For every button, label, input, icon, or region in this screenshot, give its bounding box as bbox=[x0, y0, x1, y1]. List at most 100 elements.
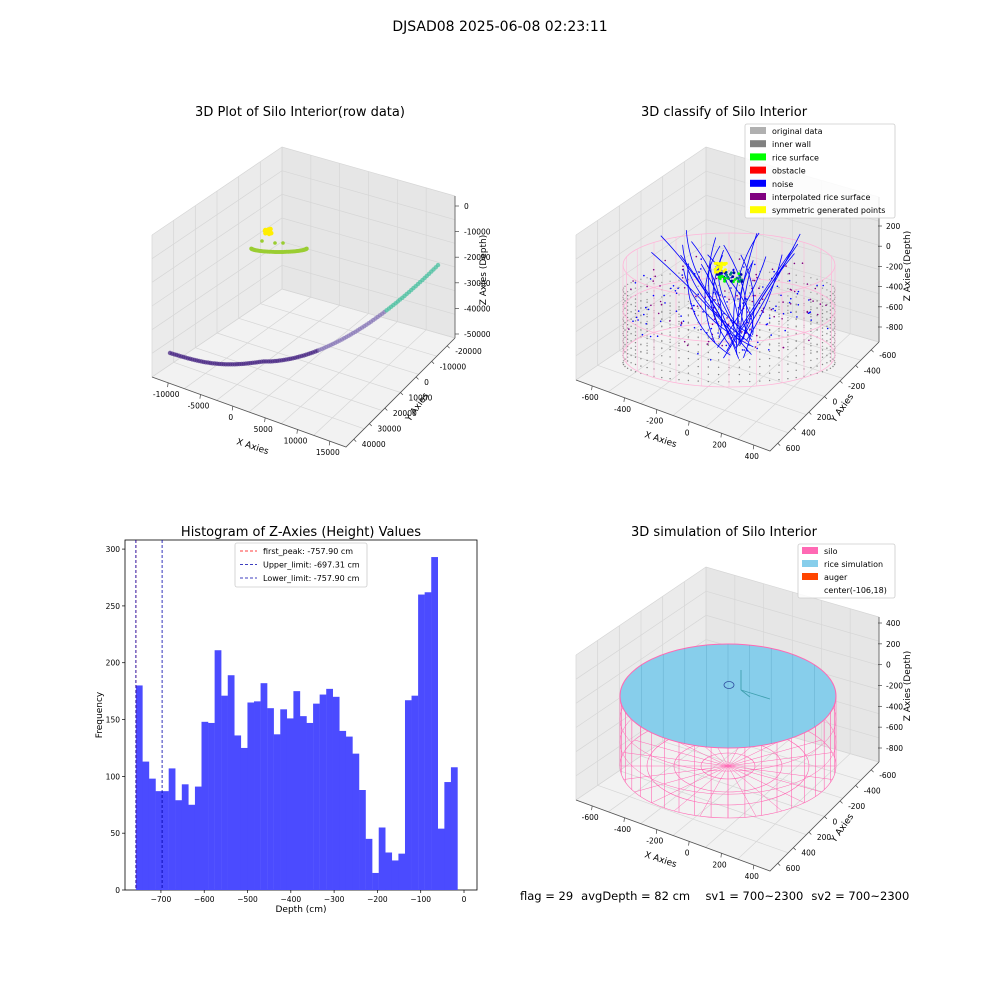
wall-point bbox=[749, 292, 751, 294]
wall-point bbox=[787, 348, 789, 351]
wall-point bbox=[634, 334, 637, 337]
wall-point bbox=[795, 339, 797, 342]
wall-point bbox=[768, 365, 771, 367]
wall-point bbox=[738, 366, 741, 368]
noise-point bbox=[741, 331, 743, 333]
panel-simulation-z-tick-label: -400 bbox=[886, 702, 903, 711]
noise-point bbox=[628, 328, 630, 330]
wall-point bbox=[810, 277, 812, 279]
legend-label: Lower_limit: -757.90 cm bbox=[263, 574, 360, 583]
panel-simulation-z-tick-label: 0 bbox=[886, 661, 891, 670]
histogram-xlabel: Depth (cm) bbox=[275, 905, 326, 915]
symmetric-point bbox=[716, 265, 719, 269]
wall-point bbox=[646, 308, 648, 311]
histogram-bar bbox=[181, 784, 189, 890]
wall-point bbox=[678, 294, 680, 296]
noise-point bbox=[756, 347, 758, 350]
wall-point bbox=[778, 323, 780, 325]
wall-point bbox=[678, 349, 680, 352]
legend-label: first_peak: -757.90 cm bbox=[263, 547, 353, 556]
wall-point bbox=[810, 342, 812, 344]
wall-point bbox=[810, 352, 812, 354]
histogram-y-tick-label: 200 bbox=[106, 659, 121, 668]
histogram-bar bbox=[378, 827, 386, 890]
wall-point bbox=[826, 369, 828, 371]
wall-point bbox=[829, 331, 832, 333]
noise-point bbox=[771, 268, 774, 271]
wall-point bbox=[640, 300, 642, 302]
wall-point bbox=[630, 311, 632, 313]
wall-point bbox=[634, 316, 637, 318]
noise-point bbox=[714, 299, 716, 301]
wall-point bbox=[832, 292, 834, 295]
panel-raw-y-tick-label: 30000 bbox=[377, 425, 401, 434]
legend-label: original data bbox=[772, 127, 823, 136]
histogram-bar bbox=[313, 703, 320, 890]
noise-point bbox=[768, 349, 770, 351]
wall-point bbox=[826, 289, 828, 291]
panel-raw-xlabel: X Axies bbox=[235, 437, 270, 457]
noise-point bbox=[781, 318, 783, 320]
histogram-bar bbox=[148, 778, 156, 890]
noise-trace bbox=[739, 262, 753, 341]
wall-point bbox=[661, 296, 663, 298]
wall-point bbox=[678, 345, 680, 347]
avg-depth-value: avgDepth = 82 cm bbox=[581, 889, 691, 903]
figure-suptitle: DJSAD08 2025-06-08 02:23:11 bbox=[392, 19, 607, 35]
wall-point bbox=[687, 315, 690, 317]
wall-point bbox=[669, 331, 671, 333]
wall-point bbox=[622, 363, 625, 366]
rice-surface-point bbox=[738, 275, 742, 279]
wall-point bbox=[687, 300, 690, 303]
wall-point bbox=[717, 381, 720, 383]
noise-point bbox=[796, 316, 798, 318]
noise-point bbox=[659, 320, 662, 323]
wall-point bbox=[816, 329, 818, 331]
noise-point bbox=[782, 312, 785, 315]
wall-point bbox=[646, 330, 648, 332]
wall-point bbox=[829, 334, 832, 336]
wall-point bbox=[687, 337, 690, 339]
wall-point bbox=[634, 320, 637, 322]
wall-point bbox=[661, 318, 663, 320]
wall-point bbox=[697, 380, 699, 382]
wall-point bbox=[630, 332, 632, 335]
noise-point bbox=[697, 293, 699, 296]
wall-point bbox=[669, 295, 671, 297]
symmetric-point bbox=[713, 270, 717, 274]
histogram-bar bbox=[188, 804, 196, 890]
wall-point bbox=[787, 317, 789, 319]
rice-surface-point bbox=[723, 276, 727, 280]
legend-swatch bbox=[750, 206, 766, 214]
wall-point bbox=[646, 306, 648, 308]
histogram-title: Histogram of Z-Axies (Height) Values bbox=[181, 525, 421, 540]
panel-classify-3d: 3D classify of Silo Interior -600 -400 -20… bbox=[575, 105, 913, 461]
wall-point bbox=[749, 299, 751, 301]
wall-point bbox=[787, 370, 789, 373]
panel-classify-x-tick-label: 200 bbox=[712, 440, 727, 449]
wall-point bbox=[787, 312, 789, 314]
noise-point bbox=[788, 279, 791, 282]
wall-point bbox=[640, 293, 642, 295]
histogram-x-tick-label: −100 bbox=[410, 895, 431, 904]
wall-point bbox=[707, 299, 709, 301]
wall-point bbox=[678, 313, 680, 315]
wall-point bbox=[646, 345, 648, 347]
noise-point bbox=[637, 310, 640, 312]
flag-value: flag = 29 bbox=[520, 889, 574, 903]
legend-label: center(-106,18) bbox=[824, 586, 887, 595]
wall-point bbox=[669, 273, 671, 275]
wall-point bbox=[646, 298, 648, 301]
wall-point bbox=[717, 299, 720, 301]
noise-point bbox=[809, 298, 812, 301]
wall-point bbox=[630, 362, 632, 364]
wall-point bbox=[624, 358, 626, 360]
wall-point bbox=[707, 380, 709, 383]
noise-point bbox=[630, 288, 632, 291]
wall-point bbox=[829, 356, 832, 358]
wall-point bbox=[634, 356, 637, 358]
panel-simulation-z-tick-label: -800 bbox=[886, 744, 903, 753]
panel-raw-x-tick-label: -5000 bbox=[188, 402, 210, 411]
wall-point bbox=[678, 306, 680, 308]
noise-point bbox=[646, 285, 648, 288]
